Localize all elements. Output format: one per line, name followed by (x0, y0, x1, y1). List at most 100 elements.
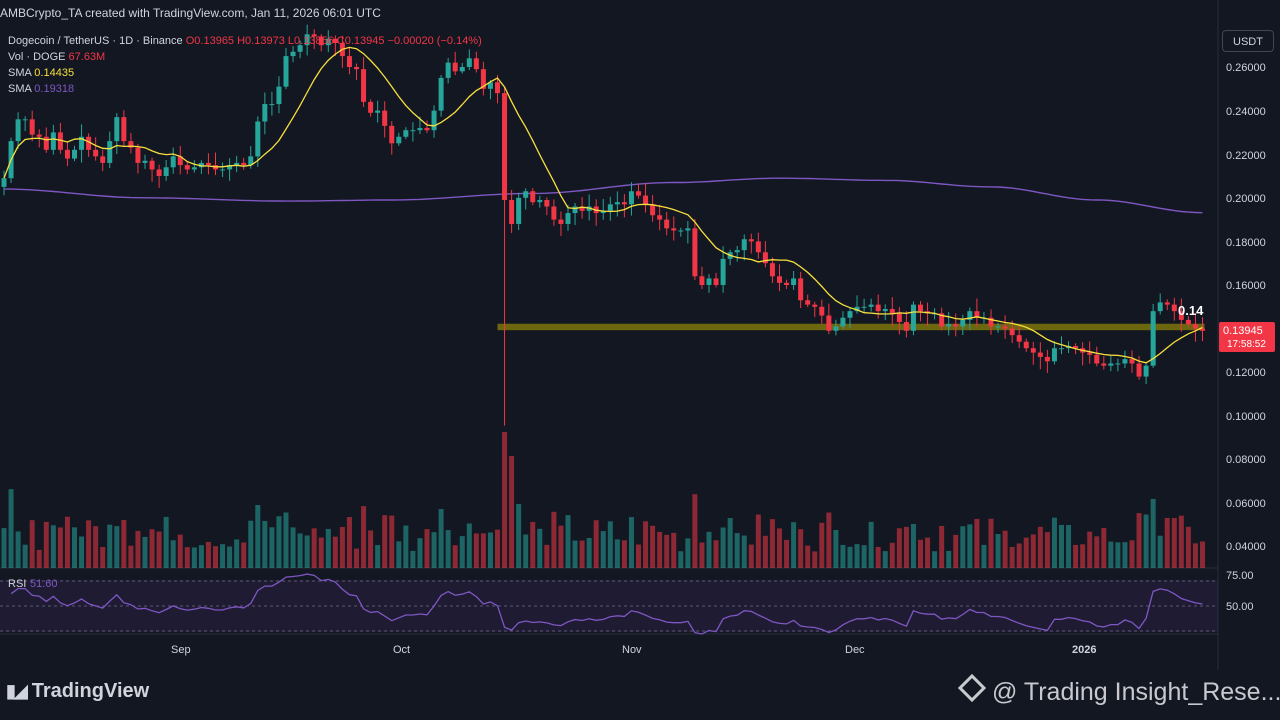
candle-body (248, 156, 254, 166)
volume-bar (1164, 518, 1170, 568)
candle-body (220, 169, 226, 171)
candle-body (896, 313, 902, 323)
volume-bar (734, 533, 740, 568)
candle-body (361, 69, 367, 102)
volume-bar (1030, 534, 1036, 568)
candle-body (791, 278, 797, 285)
volume-bar (495, 529, 500, 568)
volume-bar (882, 551, 888, 568)
price-tick: 0.06000 (1226, 498, 1266, 510)
price-axis[interactable]: 0.26000 0.24000 0.22000 0.20000 0.18000 … (1226, 62, 1266, 553)
candle-body (671, 228, 677, 231)
volume-bar (621, 540, 627, 568)
time-tick: Sep (171, 644, 191, 656)
volume-bar (234, 539, 240, 568)
volume-bar (791, 522, 797, 568)
candle-body (50, 132, 56, 150)
volume-bar (1002, 530, 1008, 568)
volume-bar (318, 537, 324, 568)
sma-fast-layer (3, 46, 1203, 364)
candle-body (241, 162, 247, 166)
candle-body (198, 162, 204, 168)
volume-bar (713, 540, 719, 568)
volume-bar (1037, 526, 1043, 568)
candle-body (1185, 319, 1191, 325)
volume-bar (325, 528, 331, 568)
tradingview-logo[interactable]: ▮◢ TradingView (6, 680, 149, 703)
candle-body (283, 56, 289, 87)
candle-body (1150, 311, 1156, 366)
candle-body (1094, 354, 1100, 364)
currency-button[interactable]: USDT (1222, 30, 1274, 52)
candle-body (459, 67, 465, 72)
candle-body (988, 317, 994, 327)
volume-bar (1023, 537, 1029, 568)
candle-body (234, 162, 240, 166)
volume-bar (1051, 517, 1057, 568)
volume-bar (332, 536, 338, 568)
candle-body (325, 38, 331, 46)
volume-bar (410, 550, 416, 568)
volume-bar (100, 546, 106, 568)
rsi-axis: 75.00 50.00 (1226, 570, 1254, 613)
sma-fast-row[interactable]: SMA 0.14435 (8, 65, 482, 81)
candle-body (502, 93, 508, 200)
candle-body (431, 110, 437, 131)
volume-bar (755, 514, 761, 568)
time-tick: Nov (622, 644, 642, 656)
volume-bar (1087, 531, 1093, 568)
candle-body (438, 77, 444, 111)
volume-bar (1129, 540, 1135, 568)
time-axis[interactable]: Sep Oct Nov Dec 2026 (171, 644, 1096, 656)
volume-bar (487, 532, 493, 568)
volume-bar (1016, 543, 1022, 568)
volume-bar (925, 537, 931, 568)
volume-row[interactable]: Vol · DOGE 67.63M (8, 49, 482, 65)
volume-bar (1044, 532, 1050, 568)
candle-body (755, 241, 761, 253)
volume-bar (1157, 535, 1163, 568)
price-tick: 0.22000 (1226, 150, 1266, 162)
candle-body (318, 36, 324, 46)
volume-bar (361, 506, 367, 568)
candle-body (910, 304, 916, 331)
volume-bar (1009, 546, 1015, 568)
volume-bar (121, 520, 127, 568)
volume-bar (15, 531, 21, 568)
candle-body (15, 119, 21, 142)
candle-body (375, 110, 381, 113)
candle-body (1087, 352, 1093, 355)
candle-body (939, 313, 945, 327)
volume-bar (50, 525, 56, 568)
candle-body (297, 45, 303, 52)
volume-bar (516, 504, 522, 568)
volume-bar (502, 432, 508, 568)
candle-body (452, 62, 458, 72)
symbol-row[interactable]: Dogecoin / TetherUS · 1D · Binance O0.13… (8, 33, 482, 49)
sma-slow-row[interactable]: SMA 0.19318 (8, 81, 482, 97)
volume-bar (431, 532, 437, 568)
watermark-text: @ Trading Insight_Rese... (992, 678, 1280, 706)
volume-bar (438, 509, 444, 568)
volume-bar (1122, 542, 1128, 568)
volume-bar (537, 528, 543, 568)
candle-body (586, 206, 592, 211)
candle-body (445, 62, 451, 78)
candle-body (720, 258, 726, 285)
volume-bar (988, 518, 994, 568)
volume-bar (276, 516, 282, 568)
volume-bar (311, 528, 317, 568)
volume-bar (396, 541, 402, 568)
symbol-title: Dogecoin / TetherUS · 1D · Binance (8, 35, 183, 47)
volume-bar (459, 536, 465, 568)
candle-body (636, 191, 641, 196)
candle-body (346, 56, 352, 67)
candle-body (86, 136, 92, 150)
volume-bar (417, 538, 423, 568)
candle-body (72, 149, 77, 159)
time-tick: 2026 (1072, 644, 1096, 656)
volume-bar (875, 546, 881, 568)
volume-bar (22, 544, 28, 568)
candle-body (621, 202, 627, 205)
